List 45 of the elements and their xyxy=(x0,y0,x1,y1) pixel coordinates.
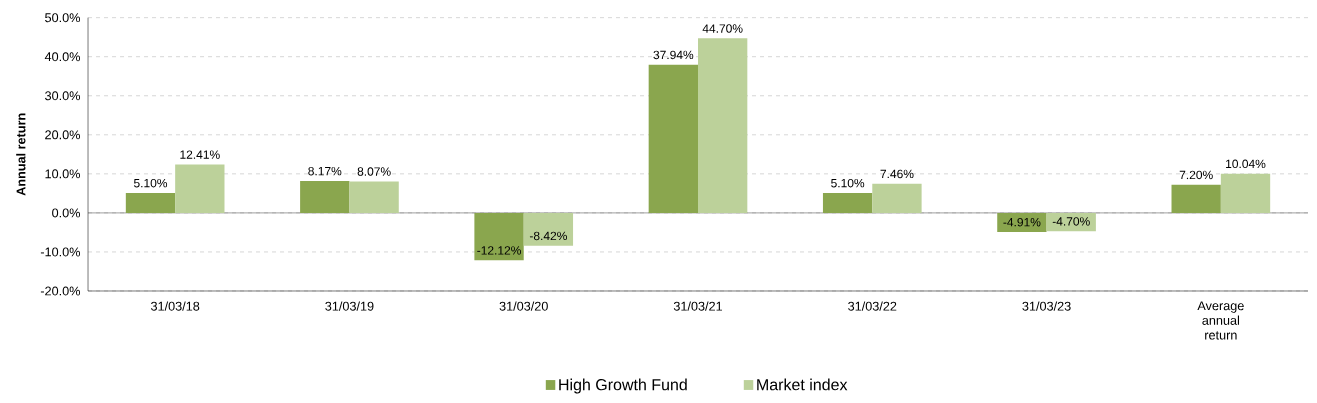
bar xyxy=(1220,173,1271,213)
bar xyxy=(125,192,176,213)
y-tick-label: -20.0% xyxy=(40,286,81,296)
legend-label: High Growth Fund xyxy=(559,378,687,394)
y-tick-label: 30.0% xyxy=(45,91,81,101)
bar xyxy=(997,212,1047,233)
y-tick-label: 10.0% xyxy=(45,169,81,179)
bar xyxy=(698,38,748,213)
bar xyxy=(300,181,350,213)
x-tick-label: Average annual return xyxy=(1197,301,1244,340)
data-label: 7.20% xyxy=(1179,170,1213,180)
x-tick-label: 31/03/23 xyxy=(1022,301,1071,311)
data-label: 5.10% xyxy=(133,178,168,188)
data-label: -8.42% xyxy=(529,231,567,241)
y-tick-label: 50.0% xyxy=(45,13,81,23)
x-tick-label: 31/03/21 xyxy=(673,301,723,311)
bar xyxy=(175,164,225,213)
x-tick-label: 31/03/20 xyxy=(499,301,548,311)
y-tick-label: 40.0% xyxy=(44,52,81,62)
legend-label: Market index xyxy=(757,378,848,391)
bar xyxy=(474,212,524,261)
data-label: -4.70% xyxy=(1052,217,1090,226)
bar xyxy=(349,181,399,213)
data-label: -4.91% xyxy=(1003,217,1041,227)
bar xyxy=(1171,184,1221,213)
y-tick-label: 0.0% xyxy=(52,208,81,218)
data-label: 5.10% xyxy=(831,178,865,188)
data-label: -12.12% xyxy=(477,246,521,255)
data-label: 7.46% xyxy=(880,169,914,179)
bar xyxy=(822,192,873,213)
data-label: 12.41% xyxy=(180,150,220,159)
y-axis-title: Annual return xyxy=(16,113,26,196)
data-label: 8.17% xyxy=(308,166,342,176)
data-label: 37.94% xyxy=(653,50,694,60)
bar xyxy=(648,64,698,213)
data-label: 10.04% xyxy=(1226,159,1266,169)
y-tick-label: 20.0% xyxy=(45,130,81,140)
bar xyxy=(523,212,574,246)
data-label: 44.70% xyxy=(702,24,743,33)
data-label: 8.07% xyxy=(357,167,391,176)
x-tick-label: 31/03/19 xyxy=(325,301,374,311)
x-tick-label: 31/03/18 xyxy=(150,301,200,311)
x-tick-label: 31/03/22 xyxy=(848,301,897,311)
bar xyxy=(872,183,922,213)
y-tick-label: -10.0% xyxy=(40,247,81,257)
